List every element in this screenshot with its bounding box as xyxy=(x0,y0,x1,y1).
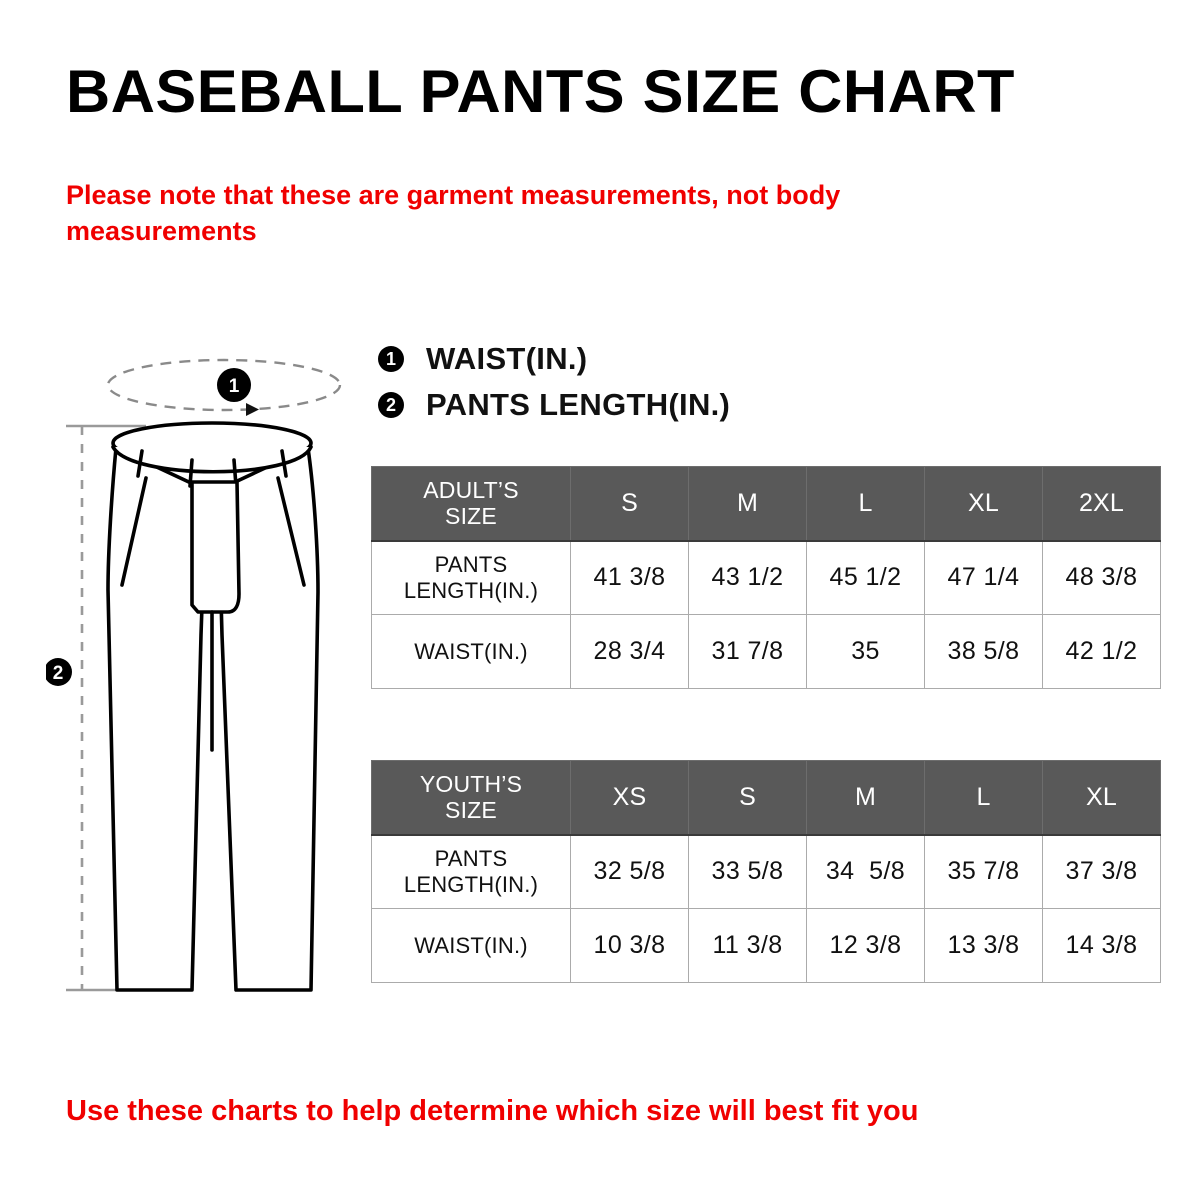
legend-label-waist: WAIST(IN.) xyxy=(426,341,588,376)
adult-waist-s: 28 3/4 xyxy=(570,614,689,689)
youth-pants-length-xs: 32 5/8 xyxy=(570,834,689,909)
measurement-legend: 1 WAIST(IN.) 2 PANTS LENGTH(IN.) xyxy=(378,336,730,428)
youth-header-line-1: YOUTH’S xyxy=(419,770,523,797)
adult-size-xl: XL xyxy=(924,466,1043,542)
youth-waist-m: 12 3/8 xyxy=(806,908,925,983)
table-row: WAIST(IN.) 10 3/8 11 3/8 12 3/8 13 3/8 1… xyxy=(371,908,1161,983)
marker-two-diagram-label: 2 xyxy=(53,663,64,684)
youth-row-label-waist: WAIST(IN.) xyxy=(371,908,571,983)
youth-waist-xl: 14 3/8 xyxy=(1042,908,1161,983)
marker-two-diagram-icon xyxy=(46,658,72,686)
youth-header-line-2: SIZE xyxy=(445,797,497,824)
youth-pants-length-m: 34 5/8 xyxy=(806,834,925,909)
adult-row0-line-1: PANTS xyxy=(434,551,508,577)
table-header-row: ADULT’S SIZE S M L XL 2XL xyxy=(371,466,1161,542)
youth-pants-length-xl: 37 3/8 xyxy=(1042,834,1161,909)
adult-header-label: ADULT’S SIZE xyxy=(371,466,571,542)
youth-row0-line-2: LENGTH(IN.) xyxy=(403,871,539,897)
table-header-row: YOUTH’S SIZE XS S M L XL xyxy=(371,760,1161,836)
legend-item-pants-length: 2 PANTS LENGTH(IN.) xyxy=(378,382,730,428)
waist-arrow-icon xyxy=(246,403,259,416)
marker-two-icon: 2 xyxy=(378,392,404,418)
youth-waist-l: 13 3/8 xyxy=(924,908,1043,983)
pants-outline-icon xyxy=(106,421,320,992)
legend-item-waist: 1 WAIST(IN.) xyxy=(378,336,730,382)
youth-row0-line-1: PANTS xyxy=(434,845,508,871)
adult-row-label-pants-length: PANTS LENGTH(IN.) xyxy=(371,540,571,615)
adult-pants-length-l: 45 1/2 xyxy=(806,540,925,615)
adult-size-table: ADULT’S SIZE S M L XL 2XL PANTS LENGTH(I… xyxy=(371,466,1161,689)
marker-one-icon: 1 xyxy=(378,346,404,372)
youth-size-xl: XL xyxy=(1042,760,1161,836)
adult-row0-line-2: LENGTH(IN.) xyxy=(403,577,539,603)
adult-waist-xl: 38 5/8 xyxy=(924,614,1043,689)
adult-waist-l: 35 xyxy=(806,614,925,689)
adult-row-label-waist: WAIST(IN.) xyxy=(371,614,571,689)
adult-pants-length-2xl: 48 3/8 xyxy=(1042,540,1161,615)
table-row: PANTS LENGTH(IN.) 32 5/8 33 5/8 34 5/8 3… xyxy=(371,834,1161,909)
waist-dashed-ellipse-icon xyxy=(106,358,342,412)
youth-pants-length-l: 35 7/8 xyxy=(924,834,1043,909)
adult-size-2xl: 2XL xyxy=(1042,466,1161,542)
youth-size-xs: XS xyxy=(570,760,689,836)
youth-waist-s: 11 3/8 xyxy=(688,908,807,983)
adult-size-m: M xyxy=(688,466,807,542)
adult-size-l: L xyxy=(806,466,925,542)
youth-header-label: YOUTH’S SIZE xyxy=(371,760,571,836)
measurement-note: Please note that these are garment measu… xyxy=(66,180,841,246)
pants-illustration: 2 xyxy=(46,330,376,1020)
page-title: BASEBALL PANTS SIZE CHART xyxy=(66,58,1015,125)
table-row: WAIST(IN.) 28 3/4 31 7/8 35 38 5/8 42 1/… xyxy=(371,614,1161,689)
youth-size-table: YOUTH’S SIZE XS S M L XL PANTS LENGTH(IN… xyxy=(371,760,1161,983)
legend-label-pants-length: PANTS LENGTH(IN.) xyxy=(426,387,731,422)
adult-pants-length-xl: 47 1/4 xyxy=(924,540,1043,615)
adult-pants-length-m: 43 1/2 xyxy=(688,540,807,615)
youth-size-m: M xyxy=(806,760,925,836)
adult-waist-m: 31 7/8 xyxy=(688,614,807,689)
adult-header-line-2: SIZE xyxy=(445,503,497,530)
youth-waist-xs: 10 3/8 xyxy=(570,908,689,983)
marker-one-diagram-icon xyxy=(217,368,251,402)
adult-waist-2xl: 42 1/2 xyxy=(1042,614,1161,689)
youth-row-label-pants-length: PANTS LENGTH(IN.) xyxy=(371,834,571,909)
adult-pants-length-s: 41 3/8 xyxy=(570,540,689,615)
table-row: PANTS LENGTH(IN.) 41 3/8 43 1/2 45 1/2 4… xyxy=(371,540,1161,615)
youth-size-s: S xyxy=(688,760,807,836)
youth-pants-length-s: 33 5/8 xyxy=(688,834,807,909)
footer-note: Use these charts to help determine which… xyxy=(66,1095,919,1127)
adult-size-s: S xyxy=(570,466,689,542)
marker-one-diagram-label: 1 xyxy=(229,376,240,397)
adult-header-line-1: ADULT’S xyxy=(423,476,519,503)
youth-size-l: L xyxy=(924,760,1043,836)
